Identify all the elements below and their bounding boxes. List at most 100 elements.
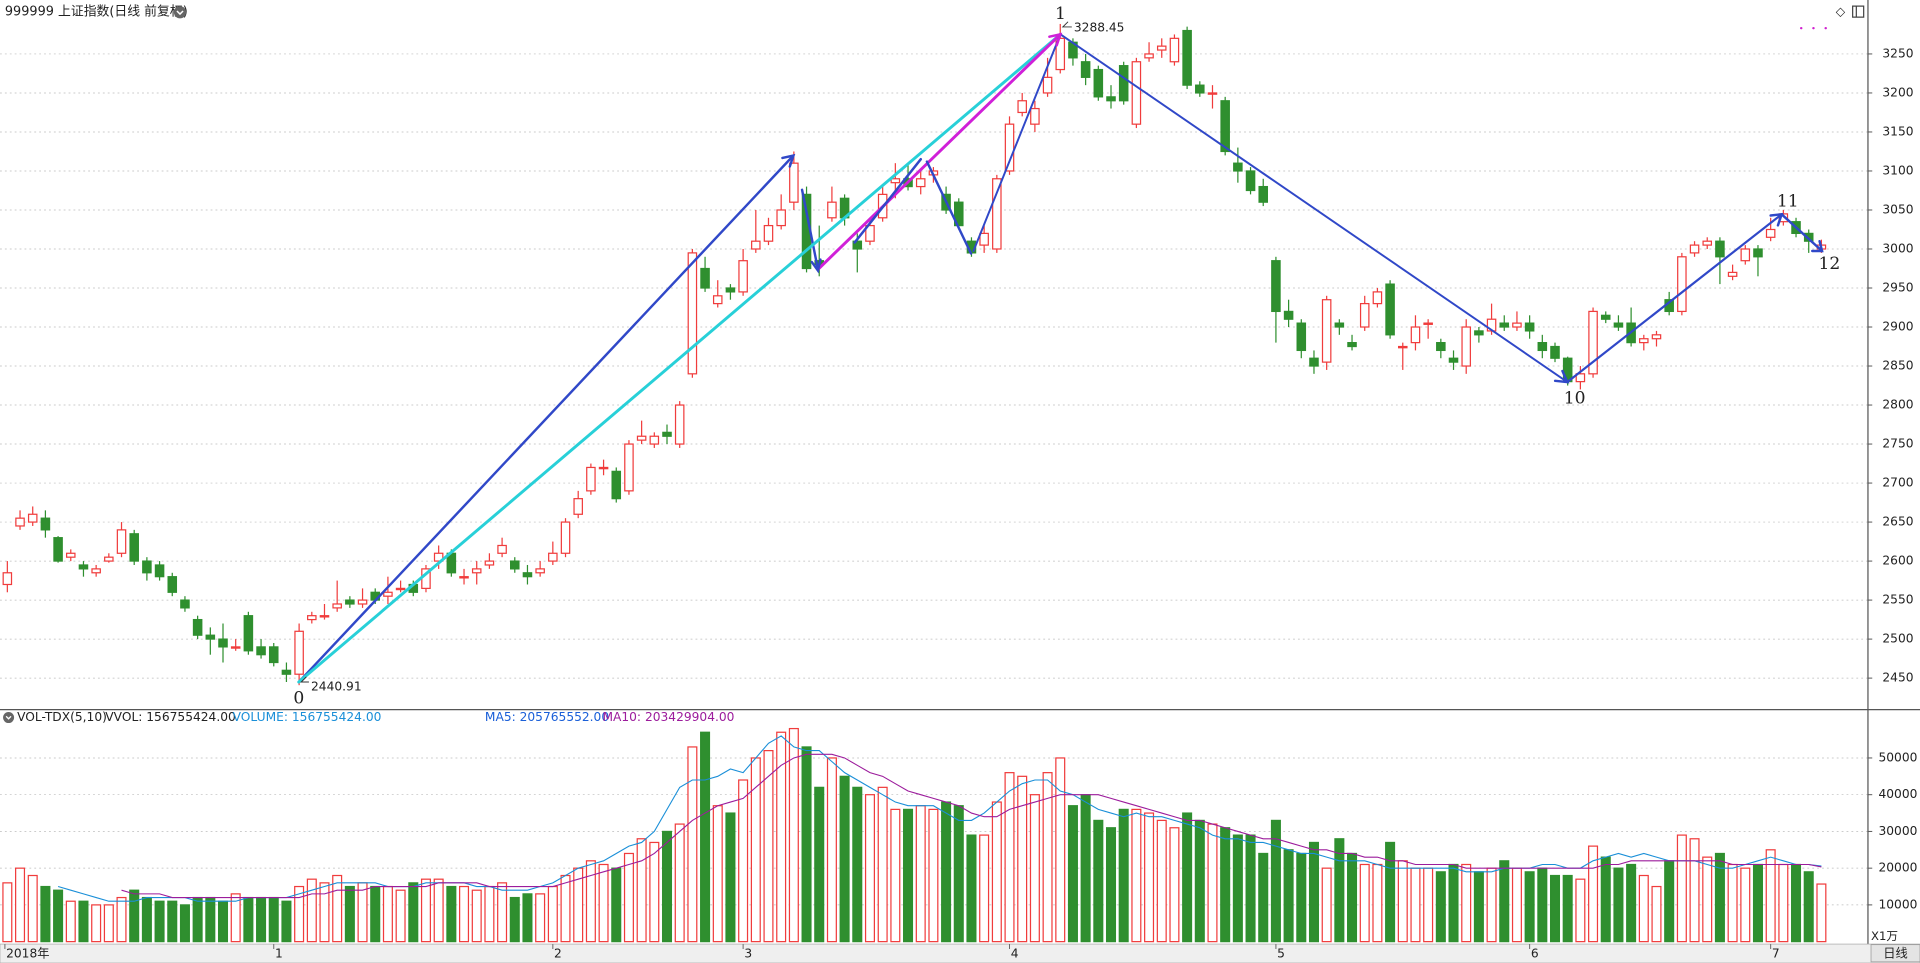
period-box — [1870, 944, 1920, 963]
volume-bar — [611, 867, 622, 943]
candle-body — [1524, 322, 1535, 332]
toolbar-icon[interactable]: ◇ — [1836, 5, 1846, 19]
volume-bar — [1321, 867, 1332, 943]
volume-bar — [1270, 819, 1281, 943]
volume-bar — [1093, 819, 1104, 943]
candle-body — [979, 232, 989, 246]
volume-bar — [1283, 849, 1294, 943]
candle-body — [104, 556, 114, 562]
volume-bar — [103, 904, 114, 943]
volume-bar — [509, 896, 520, 943]
volume-bar — [1816, 883, 1827, 943]
candle-body — [662, 431, 672, 437]
volume-bar — [420, 878, 431, 943]
volume-bar — [1347, 852, 1358, 943]
volume-bar — [864, 794, 875, 943]
candle-body — [598, 466, 609, 470]
volume-bar — [1080, 794, 1091, 943]
toolbar-icon[interactable] — [1852, 5, 1865, 18]
volume-bar — [1169, 827, 1180, 943]
indicator-title: VOL-TDX(5,10) — [17, 710, 107, 724]
volume-bar — [750, 757, 761, 943]
candle-body — [573, 498, 583, 515]
candle-body — [53, 537, 63, 562]
indicator-icon-chevron — [5, 715, 12, 720]
low-price-label: 2440.91 — [311, 679, 362, 693]
candle-body — [1347, 342, 1357, 348]
y-tick-label: 2650 — [1882, 515, 1913, 529]
candle-body — [510, 560, 520, 570]
indicator-icon — [3, 712, 15, 724]
volume-bar — [1334, 838, 1345, 943]
candle-body — [1702, 240, 1713, 246]
wave-line — [1059, 33, 1569, 384]
volume-bar — [839, 775, 850, 943]
volume-bar — [1511, 867, 1522, 943]
volume-bar — [167, 900, 178, 943]
wave-line — [800, 188, 820, 271]
candle-body — [1651, 334, 1662, 340]
volume-bar — [65, 900, 76, 943]
volume-bar — [1067, 805, 1078, 943]
candle-body — [1372, 291, 1383, 305]
volume-bar — [433, 878, 444, 943]
candle-body — [433, 552, 444, 562]
candle-body — [674, 404, 685, 445]
candle-body — [1613, 322, 1624, 328]
volume-bar — [1308, 841, 1319, 943]
volume-bar — [674, 823, 685, 943]
volume-bar — [1144, 812, 1155, 943]
candle-body — [471, 568, 482, 574]
candle-body — [345, 599, 355, 605]
y-tick-label: 2800 — [1882, 398, 1913, 412]
volume-bar — [700, 731, 711, 943]
ma-line — [121, 753, 1822, 899]
candle-body — [1106, 96, 1116, 102]
y-tick-label: 2500 — [1882, 632, 1913, 646]
x-tick-label: 1 — [275, 946, 283, 960]
volume-bar — [154, 900, 165, 943]
candle-body — [636, 435, 647, 441]
candle-body — [1689, 244, 1700, 254]
candle-body — [1575, 373, 1586, 383]
candle-body — [357, 599, 368, 605]
volume-bar — [179, 904, 190, 943]
volume-bar — [1765, 849, 1776, 943]
volume-bar — [801, 746, 812, 943]
candle-body — [1131, 61, 1142, 125]
volume-bar — [598, 863, 609, 943]
candle-body — [789, 162, 799, 203]
y-tick-label: 3200 — [1882, 85, 1913, 99]
volume-bar — [966, 834, 977, 943]
arrow-head — [1553, 369, 1570, 384]
volume-bar — [826, 757, 837, 943]
volume-bar — [1131, 808, 1142, 943]
candle-body — [1080, 61, 1091, 78]
volume-bar — [344, 885, 355, 943]
grid: 2450250025502600265027002750280028502900… — [0, 46, 1917, 960]
volume-bar — [1524, 871, 1535, 943]
volume-bar — [1118, 808, 1129, 943]
volume-bar — [408, 882, 419, 943]
y-tick-label: 2450 — [1882, 671, 1913, 685]
volume-bar — [1258, 852, 1269, 943]
volume-bar — [53, 889, 64, 943]
candle-body — [167, 576, 178, 593]
volume-bar — [40, 885, 51, 943]
volume-bar — [471, 889, 482, 943]
volume-bar — [1232, 834, 1243, 943]
volume-bar — [1803, 871, 1814, 943]
candle-body — [1715, 240, 1725, 258]
candle-body — [1740, 248, 1751, 262]
volume-bar — [1372, 863, 1383, 943]
candle-body — [1182, 29, 1192, 86]
volume-bar — [294, 885, 305, 943]
candle-body — [459, 576, 469, 579]
wave-line — [1780, 213, 1824, 253]
volume-bar — [1600, 856, 1611, 943]
candle-body — [319, 615, 330, 618]
volume-bar — [1499, 860, 1510, 943]
candle-body — [992, 178, 1002, 250]
date-axis-band — [0, 943, 1920, 963]
